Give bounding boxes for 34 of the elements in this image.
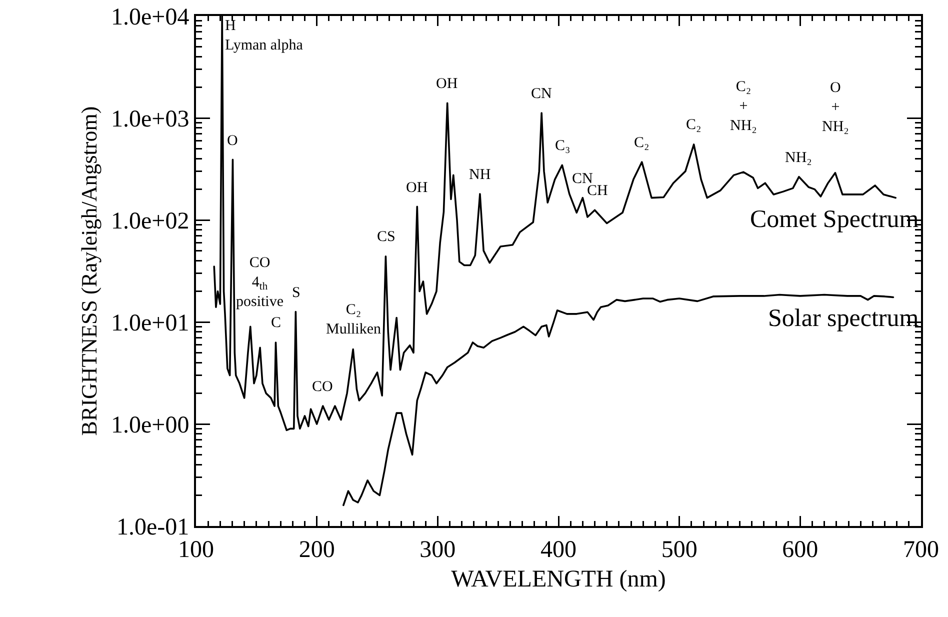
annotation: C₂ Mulliken xyxy=(326,302,382,338)
x-tick-label: 200 xyxy=(298,536,335,563)
annotation: OH xyxy=(436,76,458,92)
x-tick-label: 400 xyxy=(540,536,576,563)
annotation: CH xyxy=(587,183,608,199)
annotation: S xyxy=(292,285,300,301)
annotation: CN xyxy=(531,86,552,102)
legend-label: Comet Spectrum xyxy=(750,206,920,233)
annotation: C₂ xyxy=(634,135,650,151)
y-tick-label: 1.0e+04 xyxy=(111,4,190,30)
y-axis-title: BRIGHTNESS (Rayleigh/Angstrom) xyxy=(76,106,102,436)
x-tick-label: 600 xyxy=(782,536,818,563)
annotation: H Lyman alpha xyxy=(225,18,304,54)
annotation: C₂ + NH₂ xyxy=(730,79,757,134)
y-tick-label: 1.0e+01 xyxy=(111,310,190,336)
x-axis-title: WAVELENGTH (nm) xyxy=(451,566,666,593)
x-tick-label: 300 xyxy=(420,536,456,563)
annotation: CO 4$_{th}$ positive xyxy=(236,255,284,310)
annotation: O xyxy=(227,133,238,149)
annotation: C₃ xyxy=(555,138,570,154)
annotation: OH xyxy=(406,180,428,196)
y-tick-label: 1.0e+03 xyxy=(111,106,190,132)
y-tick-label: 1.0e+00 xyxy=(111,412,190,438)
annotation: NH₂ xyxy=(785,150,812,166)
legend-label: Solar spectrum xyxy=(768,305,920,332)
annotation: C xyxy=(271,315,282,331)
annotation: C₂ xyxy=(686,117,702,133)
y-tick-label: 1.0e+02 xyxy=(111,208,190,234)
annotation: NH xyxy=(469,167,491,183)
annotation: O + NH₂ xyxy=(822,80,849,135)
x-tick-label: 700 xyxy=(903,536,939,563)
annotation: CS xyxy=(377,229,396,245)
annotation: CO xyxy=(312,379,334,395)
x-tick-label: 500 xyxy=(661,536,698,563)
